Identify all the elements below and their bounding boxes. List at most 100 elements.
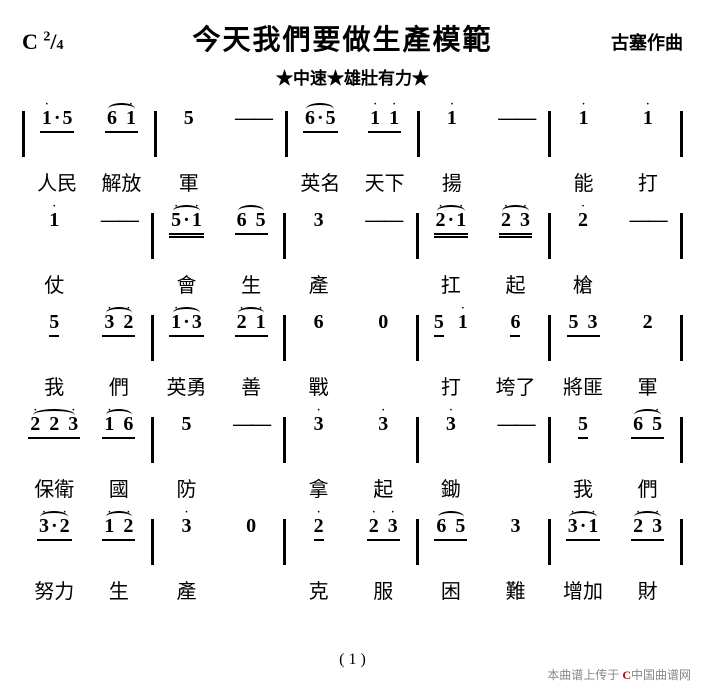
watermark-text: 本曲谱上传于 <box>547 668 619 682</box>
lyric: 軍 <box>615 371 680 397</box>
note-cell: —— <box>615 209 680 232</box>
note-cell: —— <box>484 107 548 130</box>
note-cell: 2 <box>615 311 680 334</box>
note-cell: ·3··1 <box>551 515 616 541</box>
lyric: 會 <box>154 269 219 295</box>
key-letter: C <box>22 29 38 54</box>
lyric: 我 <box>551 473 616 499</box>
note-cell: ·1·5 <box>25 107 89 133</box>
lyric: 天下 <box>352 167 416 193</box>
lyric-row: 我 們 英勇 善 戰 打 垮了 將匪 軍 <box>22 371 683 397</box>
note-cell: 0 <box>219 515 284 538</box>
lyric: 產 <box>286 269 351 295</box>
lyric: 鋤 <box>419 473 484 499</box>
lyric <box>351 269 416 295</box>
note-cell: 5 <box>154 413 219 436</box>
song-title: 今天我們要做生產模範 <box>92 18 593 58</box>
note-cell: —— <box>351 209 416 232</box>
barline <box>680 519 683 565</box>
key-signature: C 2/4 <box>22 29 92 55</box>
note-cell: ·3 <box>419 413 484 436</box>
time-top: 2 <box>43 30 50 45</box>
lyric: 起 <box>483 269 548 295</box>
lyric-row: 保衛 國 防 拿 起 鋤 我 們 <box>22 473 683 499</box>
lyric <box>615 269 680 295</box>
note-cell: ·3 <box>154 515 219 538</box>
lyric: 打 <box>419 371 484 397</box>
lyric: 仗 <box>22 269 87 295</box>
lyric: 能 <box>551 167 615 193</box>
lyric: 難 <box>483 575 548 601</box>
notation-row: ·2 ·2 ·3 ·1 6 5 —— ·3 ·3 ·3 —— 5 6 ·5 <box>22 413 683 469</box>
note-cell: 0 <box>351 311 416 334</box>
note-cell: 3 <box>286 209 351 232</box>
lyric <box>219 575 284 601</box>
note-cell: 3 <box>483 515 548 538</box>
page-number: ( 1 ) <box>339 651 366 669</box>
lyric: 生 <box>87 575 152 601</box>
note-cell: ·3··2 <box>22 515 87 541</box>
lyric <box>351 371 416 397</box>
lyric <box>484 167 548 193</box>
note-cell: 5 <box>551 413 616 439</box>
lyric: 困 <box>419 575 484 601</box>
note-cell: ·2 ·2 ·3 <box>22 413 87 439</box>
note-cell: 6 5 <box>219 209 284 235</box>
lyric: 財 <box>615 575 680 601</box>
lyric: 服 <box>351 575 416 601</box>
barline <box>680 417 683 463</box>
note-cell: ·1 <box>616 107 680 130</box>
lyric: 努力 <box>22 575 87 601</box>
lyric: 解放 <box>89 167 153 193</box>
barline <box>680 111 683 157</box>
lyric: 英名 <box>288 167 352 193</box>
note-cell: ·3 ·2 <box>87 311 152 337</box>
note-cell: 5 <box>157 107 221 130</box>
watermark-site: 中国曲谱网 <box>631 668 691 682</box>
note-cell: ·1 <box>420 107 484 130</box>
lyric: 我 <box>22 371 87 397</box>
note-cell: ·1 <box>551 107 615 130</box>
note-cell: 5 ·1 <box>419 311 484 337</box>
note-cell: ·2 ·3 <box>483 209 548 235</box>
lyric-row: 努力 生 產 克 服 困 難 增加 財 <box>22 575 683 601</box>
note-cell: —— <box>219 413 284 436</box>
lyric-row: 仗 會 生 產 扛 起 槍 <box>22 269 683 295</box>
lyric: 扛 <box>419 269 484 295</box>
note-cell: 6·5 <box>288 107 352 133</box>
note-cell: 6 ·5 <box>615 413 680 439</box>
lyric: 戰 <box>286 371 351 397</box>
watermark-logo-icon: C <box>622 668 631 682</box>
lyric: 起 <box>351 473 416 499</box>
note-cell: 5 <box>22 311 87 337</box>
lyric: 打 <box>616 167 680 193</box>
lyric <box>221 167 285 193</box>
note-cell: ·5··1 <box>154 209 219 235</box>
note-cell: ·1 6 <box>87 413 152 439</box>
music-sheet: C 2/4 今天我們要做生產模範 古塞作曲 ★中速★雄壯有力★ ·1·5 6 ·… <box>0 0 705 691</box>
note-cell: ·2··1 <box>419 209 484 235</box>
note-cell: ·3 <box>286 413 351 436</box>
lyric: 們 <box>87 371 152 397</box>
lyric-row: 人民 解放 軍 英名 天下 揚 能 打 <box>22 167 683 193</box>
note-cell: 5 3 <box>551 311 616 337</box>
time-bot: 4 <box>57 38 64 53</box>
note-cell: ·1 ·2 <box>87 515 152 541</box>
lyric: 生 <box>219 269 284 295</box>
note-cell: 6 <box>483 311 548 337</box>
notation-row: 5 ·3 ·2 ·1·3 ·2 ·1 6 0 5 ·1 6 5 3 2 <box>22 311 683 367</box>
note-cell: —— <box>483 413 548 436</box>
lyric: 們 <box>615 473 680 499</box>
lyric <box>483 473 548 499</box>
lyric: 軍 <box>157 167 221 193</box>
lyric: 槍 <box>551 269 616 295</box>
notation-row: ·3··2 ·1 ·2 ·3 0 ·2 ·2 ·3 6 5 3 ·3··1 ·2… <box>22 515 683 571</box>
note-cell: ·3 <box>351 413 416 436</box>
lyric: 增加 <box>551 575 616 601</box>
lyric <box>219 473 284 499</box>
header: C 2/4 今天我們要做生產模範 古塞作曲 <box>22 18 683 58</box>
lyric: 善 <box>219 371 284 397</box>
lyric: 揚 <box>420 167 484 193</box>
lyric: 國 <box>87 473 152 499</box>
lyric <box>87 269 152 295</box>
